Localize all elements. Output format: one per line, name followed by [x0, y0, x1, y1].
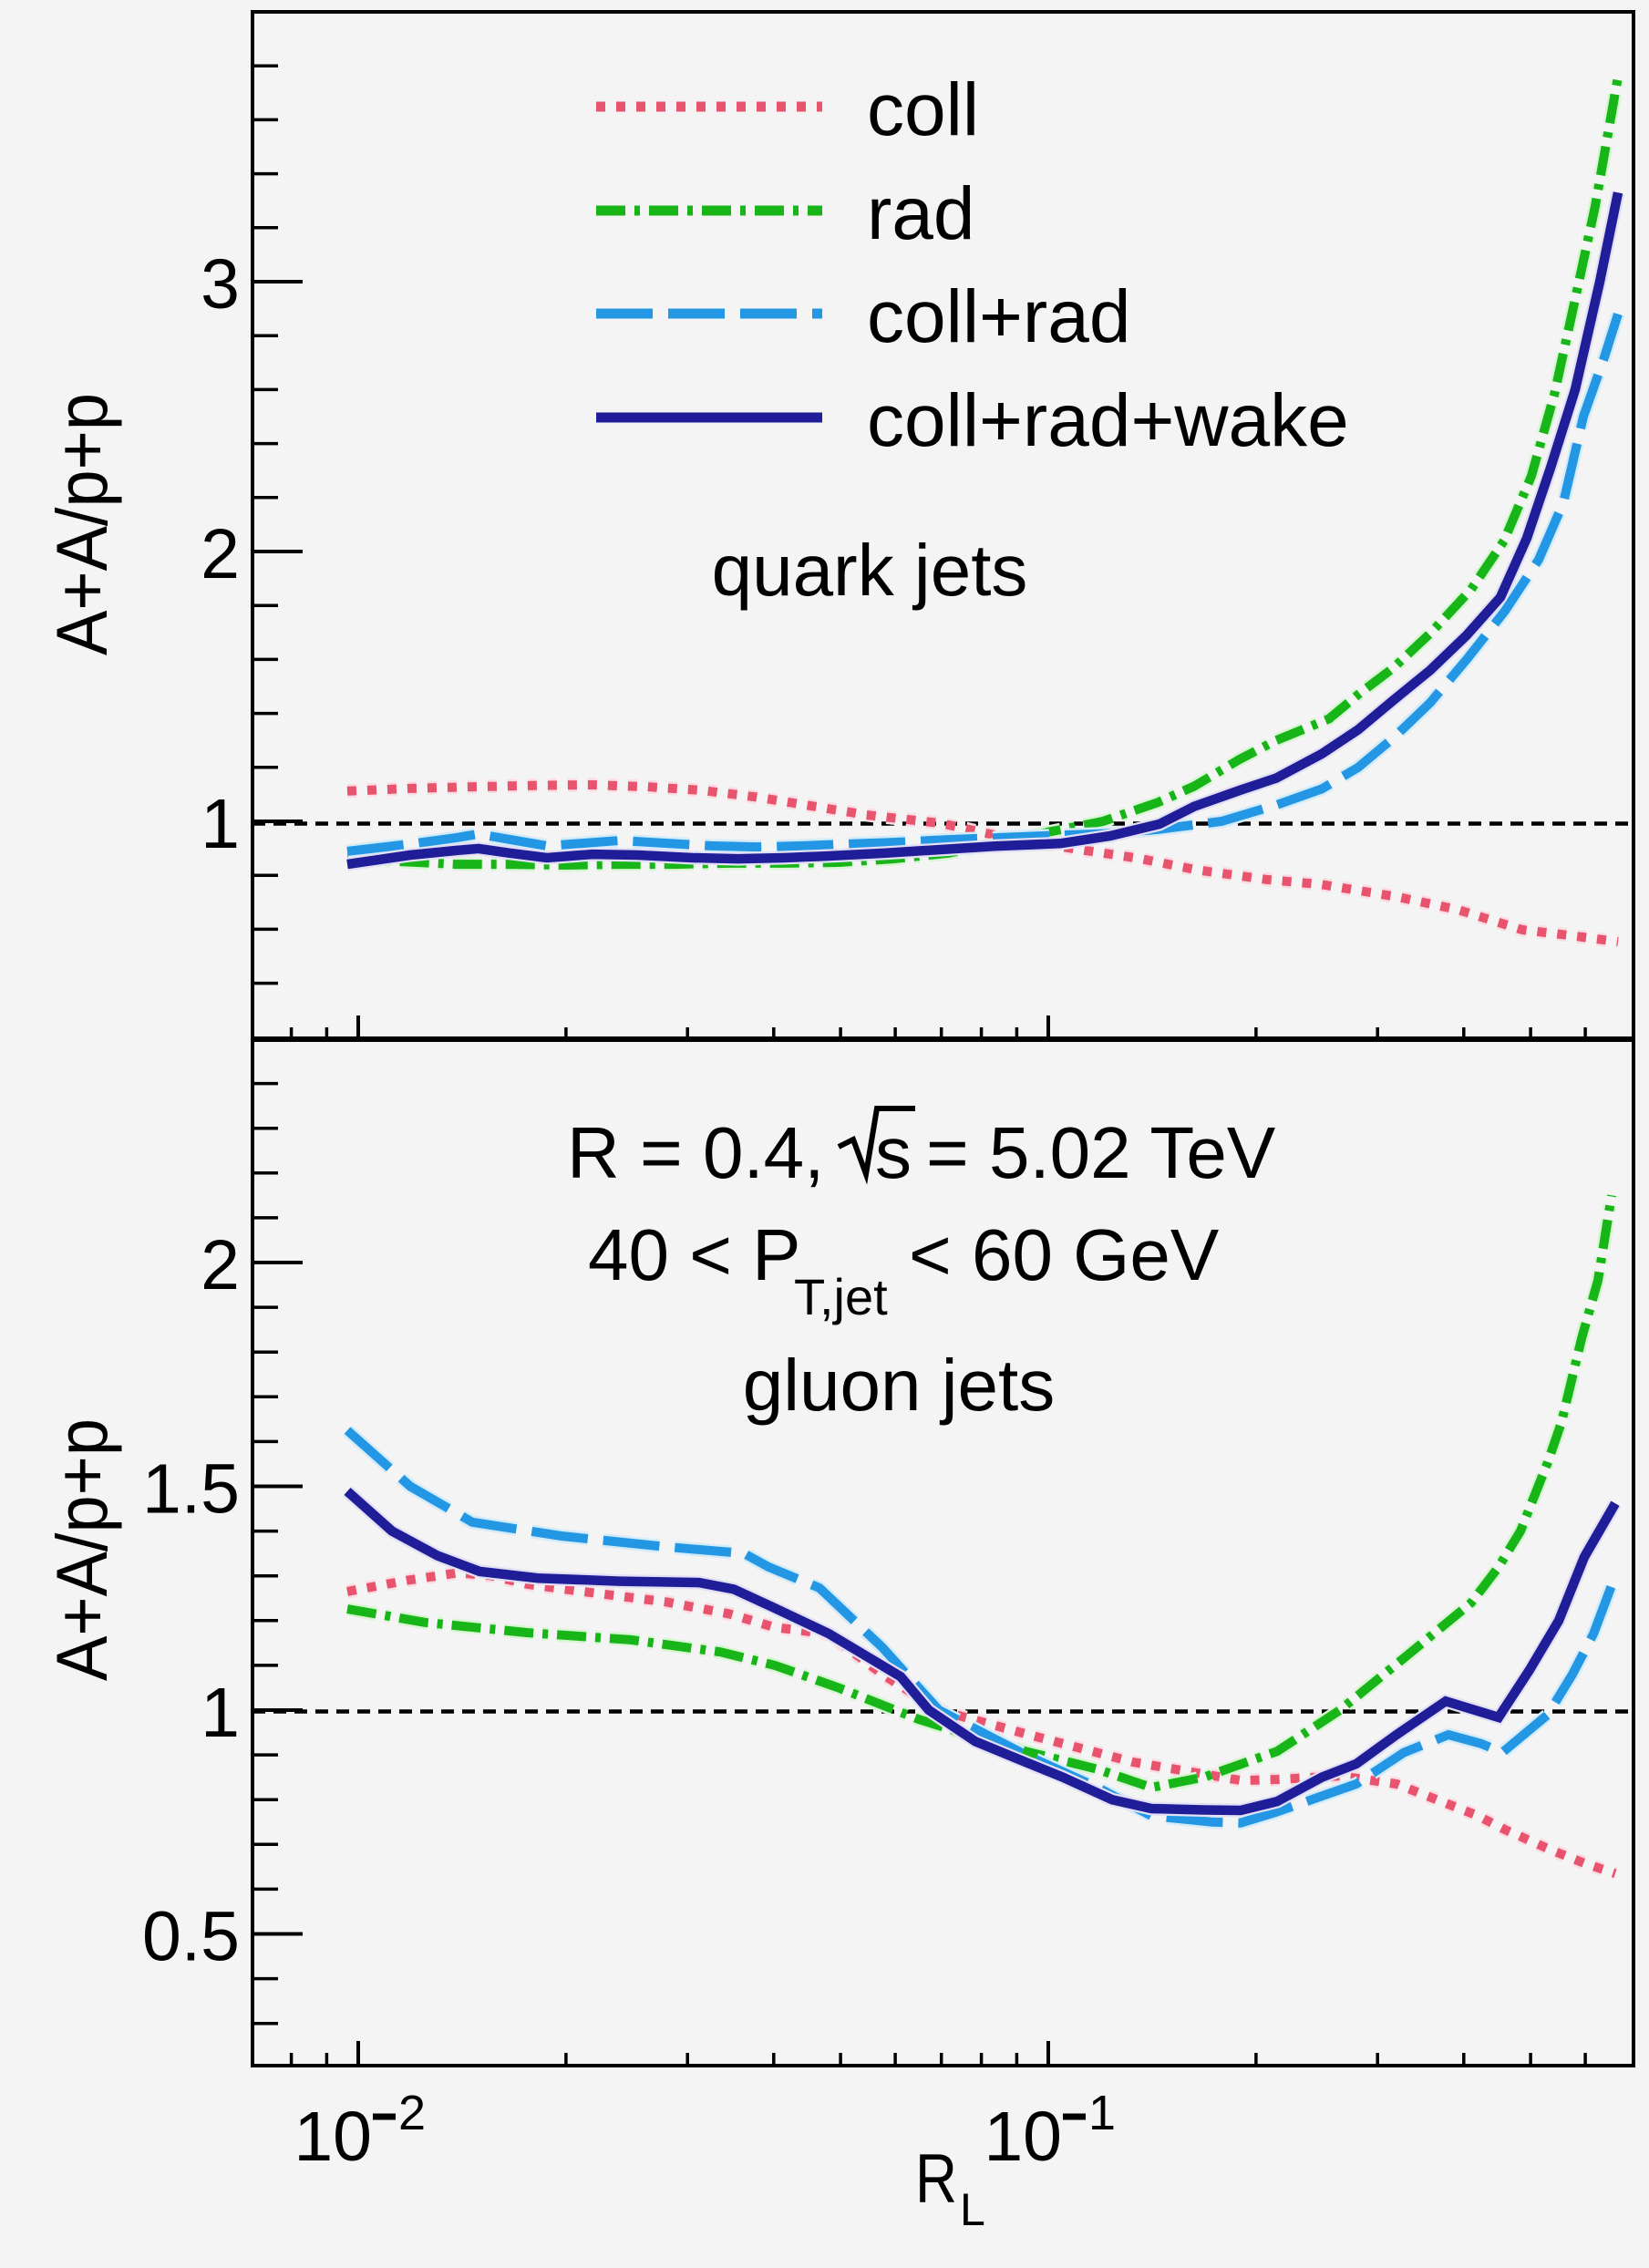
svg-text:< 60 GeV: < 60 GeV: [909, 1214, 1220, 1295]
svg-text:1: 1: [201, 1674, 240, 1752]
svg-text:3: 3: [201, 245, 240, 324]
svg-text:2: 2: [201, 1226, 240, 1304]
svg-text:= 5.02 TeV: = 5.02 TeV: [926, 1112, 1276, 1193]
svg-text:1: 1: [201, 785, 240, 863]
svg-text:R = 0.4,: R = 0.4,: [567, 1112, 824, 1193]
svg-text:10: 10: [984, 2098, 1062, 2176]
svg-text:coll+rad: coll+rad: [867, 275, 1130, 358]
svg-text:rad: rad: [867, 172, 975, 255]
svg-text:s: s: [875, 1112, 912, 1193]
svg-text:0.5: 0.5: [142, 1898, 240, 1976]
svg-text:quark jets: quark jets: [712, 530, 1028, 611]
svg-text:A+A/p+p: A+A/p+p: [41, 1418, 122, 1681]
svg-text:coll+rad+wake: coll+rad+wake: [867, 379, 1349, 462]
svg-text:gluon jets: gluon jets: [743, 1345, 1055, 1426]
svg-text:10: 10: [294, 2098, 372, 2176]
svg-text:coll: coll: [867, 68, 979, 151]
svg-text:2: 2: [398, 2086, 426, 2140]
svg-text:40 < P: 40 < P: [588, 1214, 801, 1295]
svg-text:2: 2: [201, 515, 240, 593]
svg-text:1.5: 1.5: [142, 1450, 240, 1529]
svg-text:A+A/p+p: A+A/p+p: [41, 393, 122, 655]
svg-text:L: L: [960, 2184, 985, 2235]
svg-text:1: 1: [1088, 2086, 1116, 2140]
svg-text:R: R: [915, 2140, 957, 2218]
svg-text:T,jet: T,jet: [794, 1268, 888, 1325]
